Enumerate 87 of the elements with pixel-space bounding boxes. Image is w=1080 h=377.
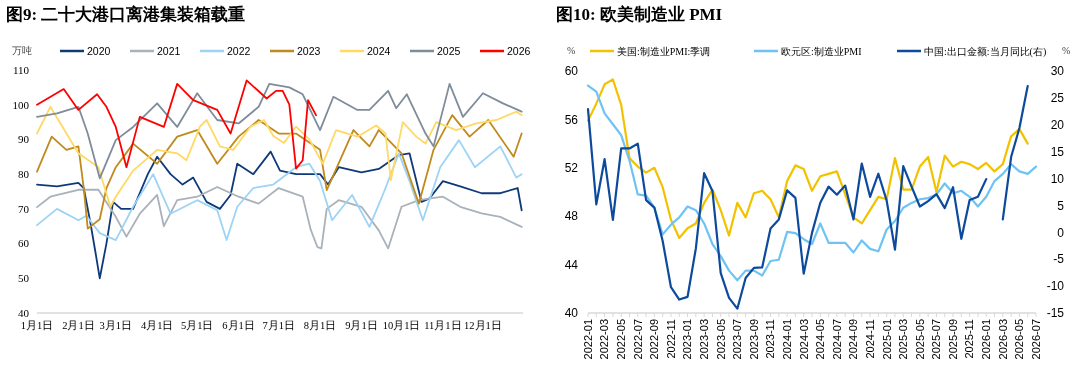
legend-label: 2022 — [227, 45, 251, 57]
x-tick-label: 2025-01 — [880, 319, 893, 360]
y-axis-title: 万吨 — [12, 45, 32, 56]
x-tick-label: 2024-11 — [863, 319, 876, 359]
x-tick-label: 2022-03 — [598, 319, 611, 360]
legend-label: 欧元区:制造业PMI — [781, 46, 862, 57]
x-tick-label: 2026-07 — [1029, 319, 1042, 360]
legend-label: 2025 — [437, 45, 461, 57]
y2-tick-label: 10 — [1050, 171, 1065, 186]
x-tick-label: 2022-09 — [648, 319, 661, 360]
x-tick-label: 2025-03 — [897, 319, 910, 360]
x-tick-label: 1月1日 — [20, 320, 54, 331]
line-series — [36, 114, 523, 230]
x-tick-label: 12月1日 — [464, 320, 502, 331]
line-series — [36, 139, 523, 241]
y-tick-label: 110 — [12, 63, 30, 76]
y2-tick-label: 5 — [1057, 198, 1065, 213]
x-tick-label: 2024-01 — [780, 319, 793, 360]
line-series — [36, 186, 523, 250]
x-tick-label: 2026-03 — [996, 319, 1009, 360]
y2-axis-title: % — [1062, 45, 1071, 56]
x-tick-label: 2022-07 — [631, 319, 644, 360]
x-tick-label: 2022-01 — [581, 319, 594, 360]
y-tick-label: 90 — [18, 133, 30, 146]
chart-title: 图10: 欧美制造业 PMI — [556, 5, 723, 24]
y2-tick-label: 15 — [1050, 144, 1065, 159]
x-tick-label: 10月1日 — [382, 320, 421, 331]
x-tick-label: 2024-07 — [830, 319, 843, 360]
y-tick-label: 80 — [18, 167, 30, 180]
x-tick-label: 2023-01 — [681, 319, 694, 360]
x-tick-label: 2026-01 — [980, 319, 993, 360]
chart-title: 图9: 二十大港口离港集装箱载重 — [6, 5, 246, 24]
x-tick-label: 2023-11 — [764, 319, 777, 359]
y2-tick-label: 25 — [1050, 91, 1065, 106]
x-tick-label: 2025-09 — [946, 319, 959, 360]
x-tick-label: 2024-03 — [797, 319, 810, 360]
x-tick-label: 2022-05 — [615, 319, 628, 360]
x-tick-label: 6月1日 — [222, 320, 255, 331]
legend-label: 2020 — [87, 45, 111, 57]
y2-tick-label: -15 — [1046, 306, 1065, 321]
y-axis-title: % — [567, 45, 576, 56]
legend-label: 美国:制造业PMI:季调 — [617, 46, 711, 57]
x-tick-label: 5月1日 — [180, 320, 214, 331]
line-series — [586, 78, 1029, 240]
line-series — [36, 105, 523, 208]
x-tick-label: 7月1日 — [262, 320, 295, 331]
legend-label: 2024 — [367, 45, 391, 57]
y-tick-label: 48 — [564, 209, 579, 224]
x-tick-label: 2月1日 — [62, 320, 95, 331]
x-tick-label: 9月1日 — [345, 320, 378, 331]
x-tick-label: 2025-05 — [913, 319, 926, 360]
x-tick-label: 2024-09 — [847, 319, 860, 360]
x-tick-label: 2023-05 — [714, 319, 727, 360]
y-tick-label: 52 — [564, 161, 579, 175]
y2-tick-label: 30 — [1050, 64, 1065, 79]
x-tick-label: 2022-11 — [664, 319, 677, 359]
x-tick-label: 4月1日 — [140, 320, 174, 331]
x-tick-label: 3月1日 — [99, 320, 133, 331]
y-tick-label: 44 — [564, 257, 579, 272]
legend-label: 2026 — [507, 45, 531, 57]
x-tick-label: 2025-07 — [930, 319, 943, 360]
y-tick-label: 50 — [18, 272, 30, 285]
y-tick-label: 60 — [18, 237, 30, 250]
legend-label: 2023 — [297, 45, 321, 57]
x-tick-label: 2023-09 — [747, 319, 760, 360]
x-tick-label: 2024-05 — [814, 319, 827, 360]
line-series — [36, 150, 523, 280]
legend-label: 2021 — [157, 45, 181, 57]
y-tick-label: 40 — [18, 306, 30, 319]
x-tick-label: 8月1日 — [303, 320, 337, 331]
x-tick-label: 2023-07 — [731, 319, 744, 360]
line-series — [36, 82, 523, 180]
line-series — [36, 79, 317, 170]
y2-tick-label: 20 — [1050, 117, 1065, 132]
y2-tick-label: -10 — [1046, 279, 1065, 294]
y-tick-label: 70 — [18, 202, 30, 215]
y-tick-label: 100 — [12, 98, 30, 111]
y-tick-label: 40 — [564, 306, 579, 321]
x-tick-label: 11月1日 — [424, 320, 462, 331]
y-tick-label: 60 — [564, 64, 579, 79]
y-tick-label: 56 — [564, 112, 579, 127]
x-tick-label: 2026-05 — [1013, 319, 1026, 360]
y2-tick-label: 0 — [1057, 225, 1065, 240]
x-tick-label: 2023-03 — [698, 319, 710, 360]
x-tick-label: 2025-11 — [963, 319, 976, 359]
legend-label: 中国:出口金额:当月同比(右) — [924, 46, 1047, 58]
y2-tick-label: -5 — [1053, 252, 1065, 267]
